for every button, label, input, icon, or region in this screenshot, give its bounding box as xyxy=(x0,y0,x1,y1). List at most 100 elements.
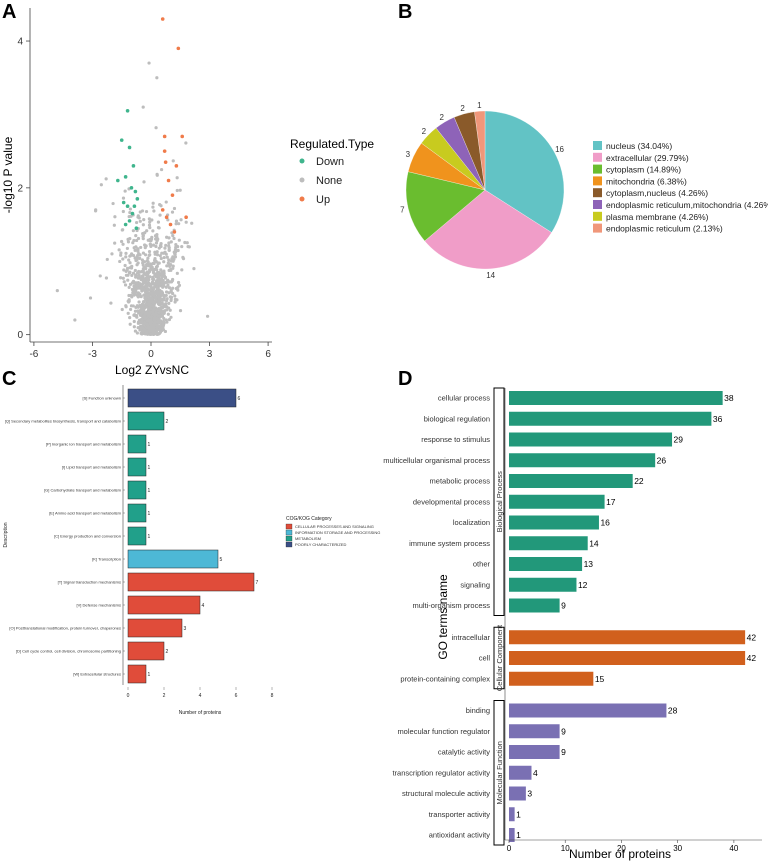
volcano-point-up xyxy=(174,164,179,168)
go-bar xyxy=(509,411,712,426)
volcano-point-none xyxy=(169,298,173,303)
pie-legend-label: cytoplasm,nucleus (4.26%) xyxy=(606,188,708,198)
volcano-point-down xyxy=(133,189,138,194)
volcano-point-none xyxy=(161,323,165,327)
volcano-point-none xyxy=(161,311,165,316)
volcano-point-none xyxy=(145,302,149,306)
volcano-point-none xyxy=(162,271,166,275)
volcano-point-none xyxy=(136,286,140,290)
go-bar-label: cell xyxy=(479,654,491,663)
volcano-point-none xyxy=(135,220,139,225)
volcano-point-none xyxy=(147,288,151,292)
volcano-legend-label: None xyxy=(316,175,342,187)
volcano-point-none xyxy=(139,245,143,250)
volcano-point-none xyxy=(151,243,156,247)
volcano-point-none xyxy=(167,236,171,240)
volcano-point-none xyxy=(205,314,210,318)
volcano-point-none xyxy=(112,223,116,227)
volcano-x-tick-label: -3 xyxy=(88,349,97,360)
volcano-point-none xyxy=(180,244,184,249)
volcano-point-none xyxy=(173,248,178,252)
go-x-tick-label: 20 xyxy=(617,844,626,853)
go-x-tick-label: 30 xyxy=(673,844,682,853)
cog-bar xyxy=(127,549,219,569)
volcano-point-none xyxy=(134,234,138,238)
volcano-point-none xyxy=(148,269,152,274)
go-bar-chart: 38 cellular process 36 biological regulatio… xyxy=(383,387,762,861)
volcano-point-none xyxy=(159,314,163,318)
volcano-point-none xyxy=(146,314,151,318)
volcano-point-none xyxy=(120,239,124,244)
volcano-point-none xyxy=(167,263,171,267)
volcano-point-none xyxy=(169,240,173,244)
pie-legend-key xyxy=(593,164,602,174)
volcano-point-none xyxy=(147,61,151,65)
volcano-point-none xyxy=(174,219,179,223)
volcano-point-none xyxy=(94,208,98,212)
volcano-point-none xyxy=(148,238,152,242)
volcano-point-none xyxy=(128,316,132,320)
pie-slice-label: 3 xyxy=(406,150,411,159)
go-bar xyxy=(509,807,515,822)
cog-legend-label: INFORMATION STORAGE AND PROCESSING xyxy=(295,530,380,535)
volcano-point-none xyxy=(164,293,168,298)
volcano-point-none xyxy=(129,293,133,297)
cog-bar-label: [S] Function unknown xyxy=(83,396,121,401)
volcano-point-none xyxy=(135,263,139,267)
volcano-point-none xyxy=(148,321,153,325)
go-bar-value: 42 xyxy=(747,632,757,642)
volcano-point-none xyxy=(154,275,158,279)
cog-bar-label: [V] Defense mechanisms xyxy=(77,603,121,608)
volcano-point-up xyxy=(162,149,167,153)
pie-slice-label: 2 xyxy=(439,113,444,122)
go-bar-label: biological regulation xyxy=(424,414,490,423)
cog-y-title: Description xyxy=(3,522,9,547)
volcano-point-none xyxy=(144,272,148,276)
go-bar-label: developmental process xyxy=(413,497,490,506)
volcano-point-none xyxy=(118,259,122,264)
volcano-point-none xyxy=(170,257,174,261)
cog-bar-label: [K] Transcription xyxy=(92,557,121,562)
volcano-point-none xyxy=(117,248,121,252)
volcano-point-none xyxy=(132,319,136,324)
volcano-point-none xyxy=(135,238,139,243)
volcano-point-none xyxy=(167,286,172,290)
go-bar xyxy=(509,453,656,468)
volcano-point-none xyxy=(163,329,168,334)
volcano-point-none xyxy=(143,310,147,315)
volcano-point-none xyxy=(168,295,172,299)
go-bar-value: 22 xyxy=(634,476,644,486)
volcano-x-tick-label: 3 xyxy=(207,349,213,360)
volcano-point-none xyxy=(126,278,130,282)
volcano-point-none xyxy=(120,307,124,312)
volcano-point-none xyxy=(119,276,123,280)
volcano-point-none xyxy=(126,240,131,244)
volcano-point-none xyxy=(151,308,156,312)
go-bar-value: 28 xyxy=(668,706,678,716)
volcano-point-none xyxy=(153,320,157,324)
volcano-point-none xyxy=(135,284,139,288)
go-x-tick-label: 0 xyxy=(507,844,512,853)
volcano-point-none xyxy=(133,292,137,296)
volcano-point-none xyxy=(166,218,170,222)
volcano-point-none xyxy=(161,298,166,302)
volcano-point-none xyxy=(99,183,103,187)
volcano-point-none xyxy=(162,283,166,287)
volcano-point-down xyxy=(123,175,128,179)
volcano-point-down xyxy=(127,145,132,150)
cog-bar xyxy=(127,411,165,431)
volcano-point-none xyxy=(128,210,132,215)
volcano-point-none xyxy=(131,279,136,283)
volcano-point-none xyxy=(152,324,156,328)
volcano-point-none xyxy=(128,237,132,241)
go-group-strip xyxy=(493,626,505,690)
cog-bar-label: [P] Inorganic ion transport and metaboli… xyxy=(46,442,122,447)
cog-bar-value: 2 xyxy=(166,419,169,425)
volcano-point-none xyxy=(122,280,126,284)
volcano-point-down xyxy=(131,164,136,168)
volcano-point-none xyxy=(177,238,181,242)
go-bar-value: 16 xyxy=(600,518,610,528)
go-bar-label: cellular process xyxy=(438,394,490,403)
volcano-legend-key xyxy=(299,177,305,183)
volcano-point-down xyxy=(125,204,130,208)
